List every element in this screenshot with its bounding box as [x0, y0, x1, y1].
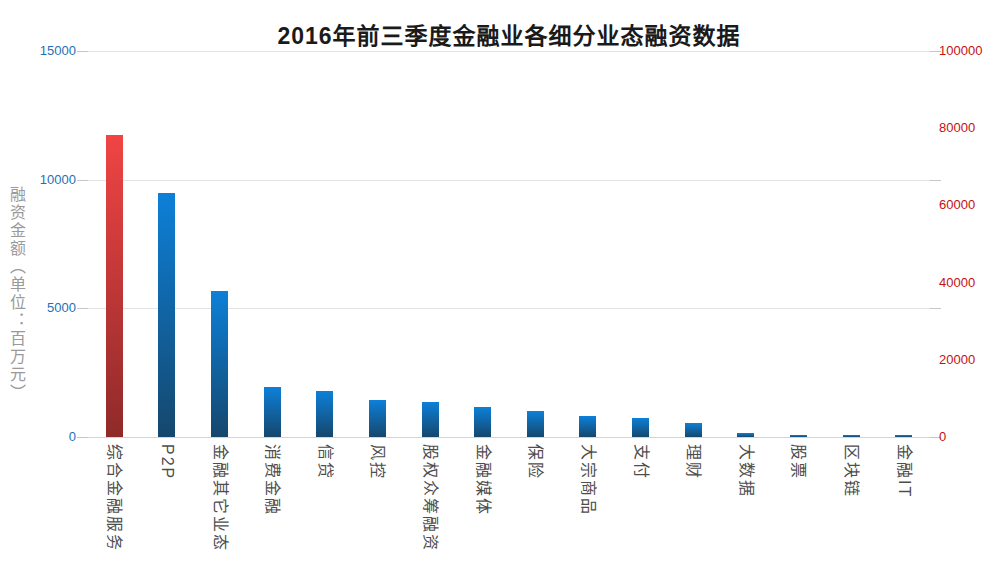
- left-axis-tick: [77, 51, 88, 52]
- financing-bar-chart: 2016年前三季度金融业各细分业态融资数据 融资金额（单位：百万元） 0 5000…: [0, 0, 983, 568]
- category-label: 大宗商品: [579, 444, 597, 516]
- category-label: 消费金融: [263, 444, 281, 516]
- category-label: 支付: [632, 444, 650, 480]
- category-label: 股权众筹融资: [421, 444, 439, 552]
- bar: [527, 411, 544, 437]
- bar-highlighted: [106, 135, 123, 437]
- right-axis-tick: [930, 180, 941, 181]
- bar: [685, 423, 702, 437]
- left-axis-tick: [77, 308, 88, 309]
- category-label: 风控: [368, 444, 386, 480]
- x-axis-line: [78, 437, 940, 438]
- bar: [474, 407, 491, 437]
- category-label: 区块链: [842, 444, 860, 498]
- bar: [422, 402, 439, 437]
- category-label: 大数据: [737, 444, 755, 498]
- bar: [579, 416, 596, 437]
- category-label: 保险: [526, 444, 544, 480]
- bar: [158, 193, 175, 437]
- right-axis-tick-label: 100000: [939, 44, 982, 58]
- category-label: 综合金融服务: [105, 444, 123, 552]
- category-label: 金融媒体: [474, 444, 492, 516]
- right-axis-tick-label: 40000: [939, 276, 975, 290]
- bar: [895, 435, 912, 437]
- category-label: 金融IT: [895, 444, 913, 498]
- bar: [843, 435, 860, 437]
- y-axis-title: 融资金额（单位：百万元）: [4, 186, 28, 402]
- bar: [264, 387, 281, 437]
- right-axis-tick-label: 80000: [939, 121, 975, 135]
- left-axis-tick-label: 15000: [0, 44, 76, 58]
- bar: [369, 400, 386, 437]
- category-label: P2P: [158, 444, 176, 480]
- category-label: 金融其它业态: [211, 444, 229, 552]
- left-axis-tick-label: 10000: [0, 173, 76, 187]
- right-axis-tick-label: 0: [939, 430, 946, 444]
- bar: [211, 291, 228, 437]
- bar: [790, 435, 807, 437]
- bar: [737, 433, 754, 437]
- right-axis-tick: [930, 308, 941, 309]
- bar: [632, 418, 649, 437]
- left-axis-tick-label: 5000: [0, 301, 76, 315]
- left-axis-tick: [77, 437, 88, 438]
- chart-title: 2016年前三季度金融业各细分业态融资数据: [88, 17, 930, 51]
- bar: [316, 391, 333, 437]
- category-label: 股票: [789, 444, 807, 480]
- right-axis-tick-label: 20000: [939, 353, 975, 367]
- gridline: [88, 51, 930, 52]
- left-axis-tick: [77, 180, 88, 181]
- gridline: [88, 180, 930, 181]
- right-axis-tick-label: 60000: [939, 198, 975, 212]
- left-axis-tick-label: 0: [0, 430, 76, 444]
- category-label: 理财: [684, 444, 702, 480]
- category-label: 信贷: [316, 444, 334, 480]
